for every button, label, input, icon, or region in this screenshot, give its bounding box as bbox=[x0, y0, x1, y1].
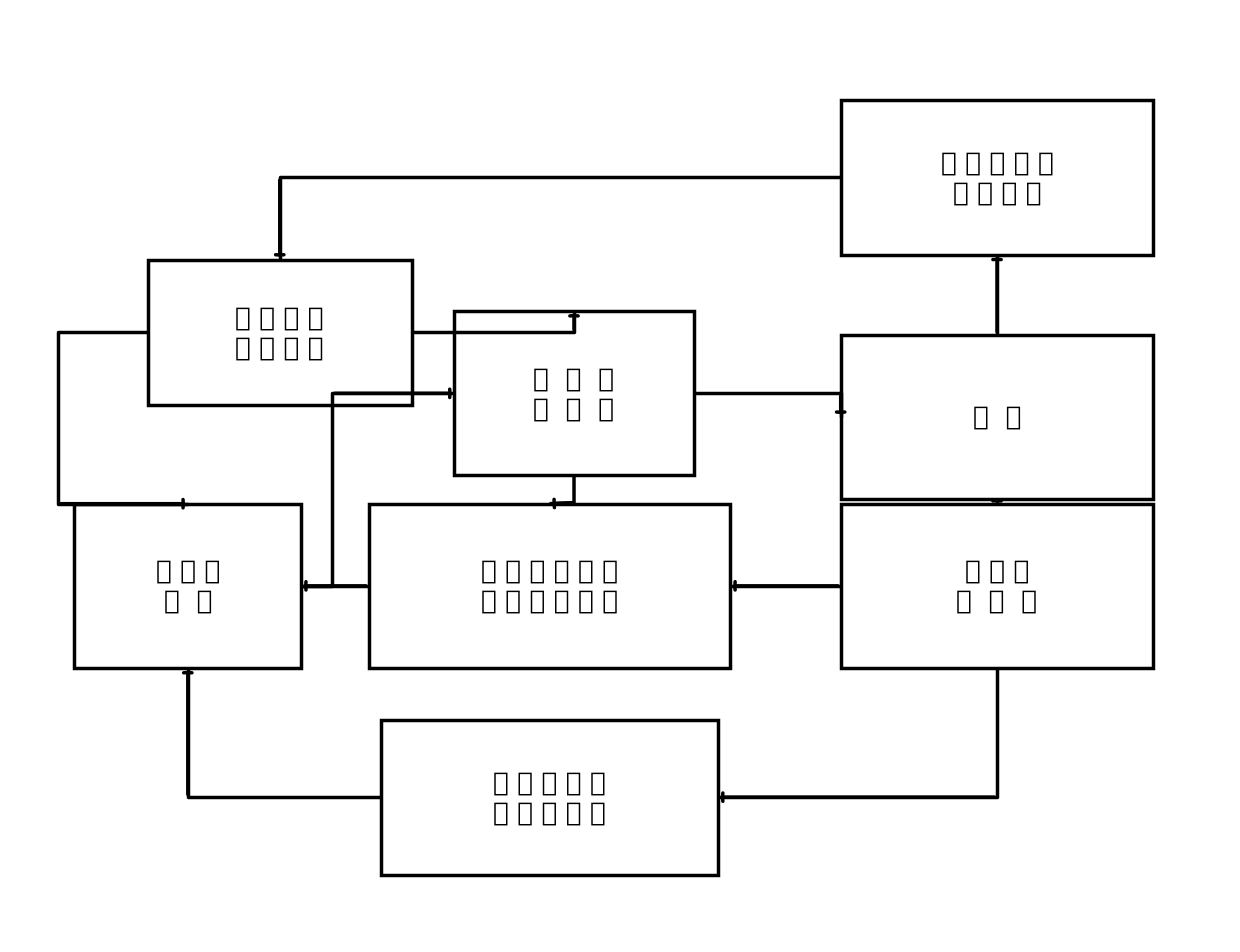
Bar bbox=[148, 260, 412, 406]
Text: 负 载 电 流 过
零 检 测 器: 负 载 电 流 过 零 检 测 器 bbox=[941, 150, 1054, 207]
Text: 微 型 控
制  器: 微 型 控 制 器 bbox=[155, 558, 219, 614]
Bar bbox=[381, 720, 718, 875]
Bar bbox=[841, 335, 1153, 500]
Bar bbox=[841, 505, 1153, 668]
Bar bbox=[368, 505, 730, 668]
Text: 负  载: 负 载 bbox=[972, 405, 1022, 430]
Text: 交 流 电
压  输  入: 交 流 电 压 输 入 bbox=[956, 558, 1038, 614]
Bar bbox=[74, 505, 301, 668]
Text: 电  磁  式
继  电  器: 电 磁 式 继 电 器 bbox=[533, 366, 615, 422]
Text: 接 触 器 触 头 两
端 电 压 检 测 器: 接 触 器 触 头 两 端 电 压 检 测 器 bbox=[481, 558, 618, 614]
Text: 继 电 器 用
稳 压 电 源: 继 电 器 用 稳 压 电 源 bbox=[236, 305, 324, 361]
Bar bbox=[841, 101, 1153, 255]
Bar bbox=[455, 312, 693, 476]
Text: 交 流 电 源 过
零 检 测 电 路: 交 流 电 源 过 零 检 测 电 路 bbox=[494, 769, 606, 825]
